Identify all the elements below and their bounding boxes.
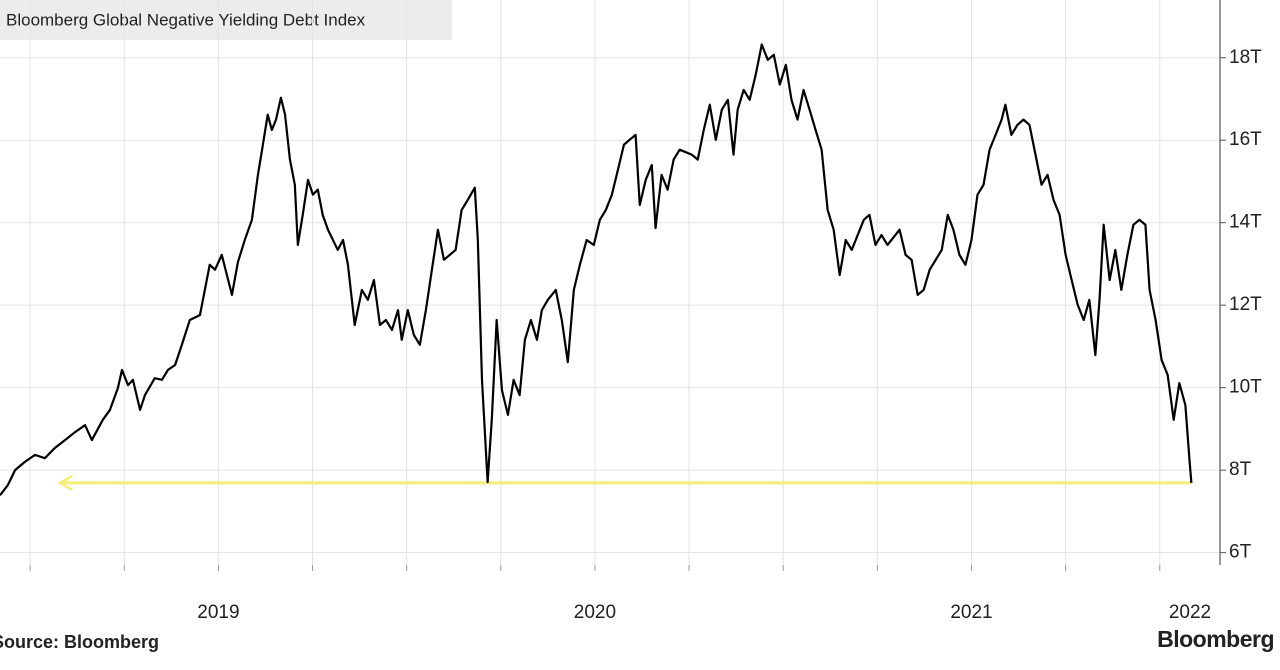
data-line: [0, 43, 1193, 496]
title-box: [0, 0, 452, 40]
x-tick-label: 2019: [197, 602, 239, 623]
logo: Bloomberg: [1157, 626, 1274, 652]
reference-arrow: [57, 474, 73, 492]
y-tick-label: 18T: [1229, 47, 1262, 68]
source-note: Source: Bloomberg: [0, 632, 159, 652]
y-tick-label: 12T: [1229, 294, 1262, 315]
x-tick-label: 2021: [950, 602, 992, 623]
y-tick-label: 14T: [1229, 212, 1262, 233]
y-tick-label: 8T: [1229, 459, 1252, 480]
y-tick-label: 16T: [1229, 129, 1262, 150]
y-tick-label: 10T: [1229, 377, 1262, 398]
x-tick-label: 2022: [1169, 602, 1211, 623]
x-tick-label: 2020: [574, 602, 616, 623]
chart-title: Bloomberg Global Negative Yielding Debt …: [6, 10, 366, 29]
y-tick-label: 6T: [1229, 542, 1252, 563]
